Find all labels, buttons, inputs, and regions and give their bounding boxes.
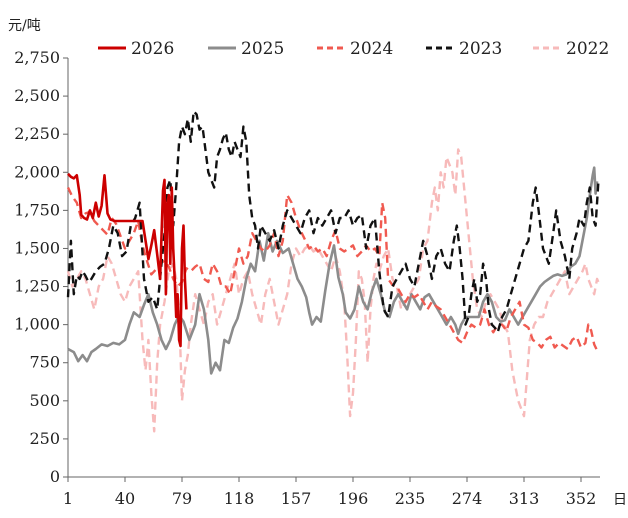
y-tick-label: 0 xyxy=(50,467,60,486)
y-axis-unit-label: 元/吨 xyxy=(8,18,41,34)
x-tick-label: 196 xyxy=(338,489,369,508)
y-tick-label: 1,000 xyxy=(14,315,60,334)
y-tick-label: 2,250 xyxy=(14,124,60,143)
x-tick-label: 40 xyxy=(115,489,135,508)
x-tick-label: 352 xyxy=(566,489,597,508)
y-tick-label: 2,750 xyxy=(14,48,60,67)
x-tick-label: 157 xyxy=(281,489,312,508)
x-tick-label: 235 xyxy=(395,489,426,508)
chart-axes: 0 250 500 750 1,000 1,250 1,500 1,750 2,000 2,250… xyxy=(14,48,600,508)
y-tick-label: 2,000 xyxy=(14,162,60,181)
series-line-2022 xyxy=(66,148,602,433)
legend-label-2025: 2025 xyxy=(241,39,284,59)
x-axis-ticks: 1 40 79 118 157 196 235 274 313 352 xyxy=(63,477,596,508)
plot-area xyxy=(66,110,602,433)
y-tick-label: 1,250 xyxy=(14,277,60,296)
series-line-2024 xyxy=(66,186,601,354)
y-tick-label: 500 xyxy=(29,391,60,410)
legend-label-2022: 2022 xyxy=(566,39,609,59)
y-tick-label: 2,500 xyxy=(14,86,60,105)
x-tick-label: 118 xyxy=(224,489,255,508)
legend-label-2024: 2024 xyxy=(350,39,393,59)
x-tick-label: 1 xyxy=(63,489,73,508)
x-tick-label: 313 xyxy=(509,489,540,508)
chart-legend: 2026 2025 2024 2023 2022 xyxy=(98,39,609,59)
x-axis-unit-label: 日 xyxy=(613,492,627,508)
y-tick-label: 1,750 xyxy=(14,200,60,219)
y-axis-ticks: 0 250 500 750 1,000 1,250 1,500 1,750 2,000 2,250… xyxy=(14,48,68,486)
y-tick-label: 750 xyxy=(29,353,60,372)
y-tick-label: 1,500 xyxy=(14,238,60,257)
x-tick-label: 274 xyxy=(452,489,483,508)
series-line-2026 xyxy=(67,172,188,348)
y-tick-label: 250 xyxy=(29,429,60,448)
x-tick-label: 79 xyxy=(172,489,192,508)
legend-label-2023: 2023 xyxy=(459,39,502,59)
legend-label-2026: 2026 xyxy=(131,39,174,59)
series-line-2023 xyxy=(66,110,600,334)
series-line-2025 xyxy=(67,166,599,375)
